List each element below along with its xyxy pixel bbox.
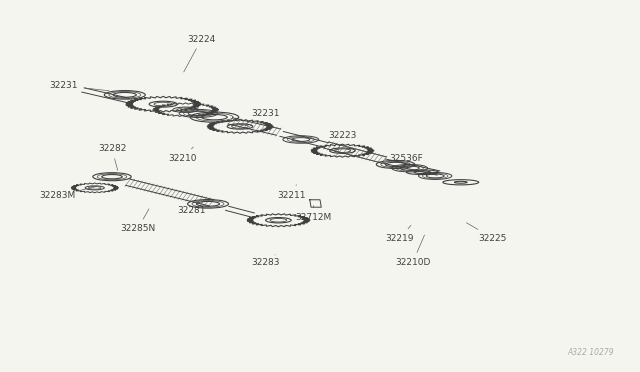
Text: 32223: 32223 [328, 131, 356, 155]
Text: 32210D: 32210D [395, 235, 431, 267]
Text: 32210: 32210 [168, 147, 196, 163]
Text: 32225: 32225 [467, 223, 507, 243]
Text: 32283: 32283 [252, 255, 280, 267]
Text: 32211: 32211 [277, 185, 305, 200]
Text: 32285N: 32285N [120, 209, 156, 233]
Text: 32219: 32219 [386, 225, 414, 243]
Text: 32712M: 32712M [296, 205, 332, 222]
Text: 32282: 32282 [98, 144, 126, 170]
Text: 32224: 32224 [184, 35, 216, 72]
Text: 32281: 32281 [178, 203, 206, 215]
Text: 32231: 32231 [50, 81, 109, 91]
Text: 32536F: 32536F [390, 154, 423, 168]
Text: 32231: 32231 [239, 109, 280, 127]
Text: A322 10279: A322 10279 [568, 348, 614, 357]
Text: 32283M: 32283M [40, 187, 97, 200]
